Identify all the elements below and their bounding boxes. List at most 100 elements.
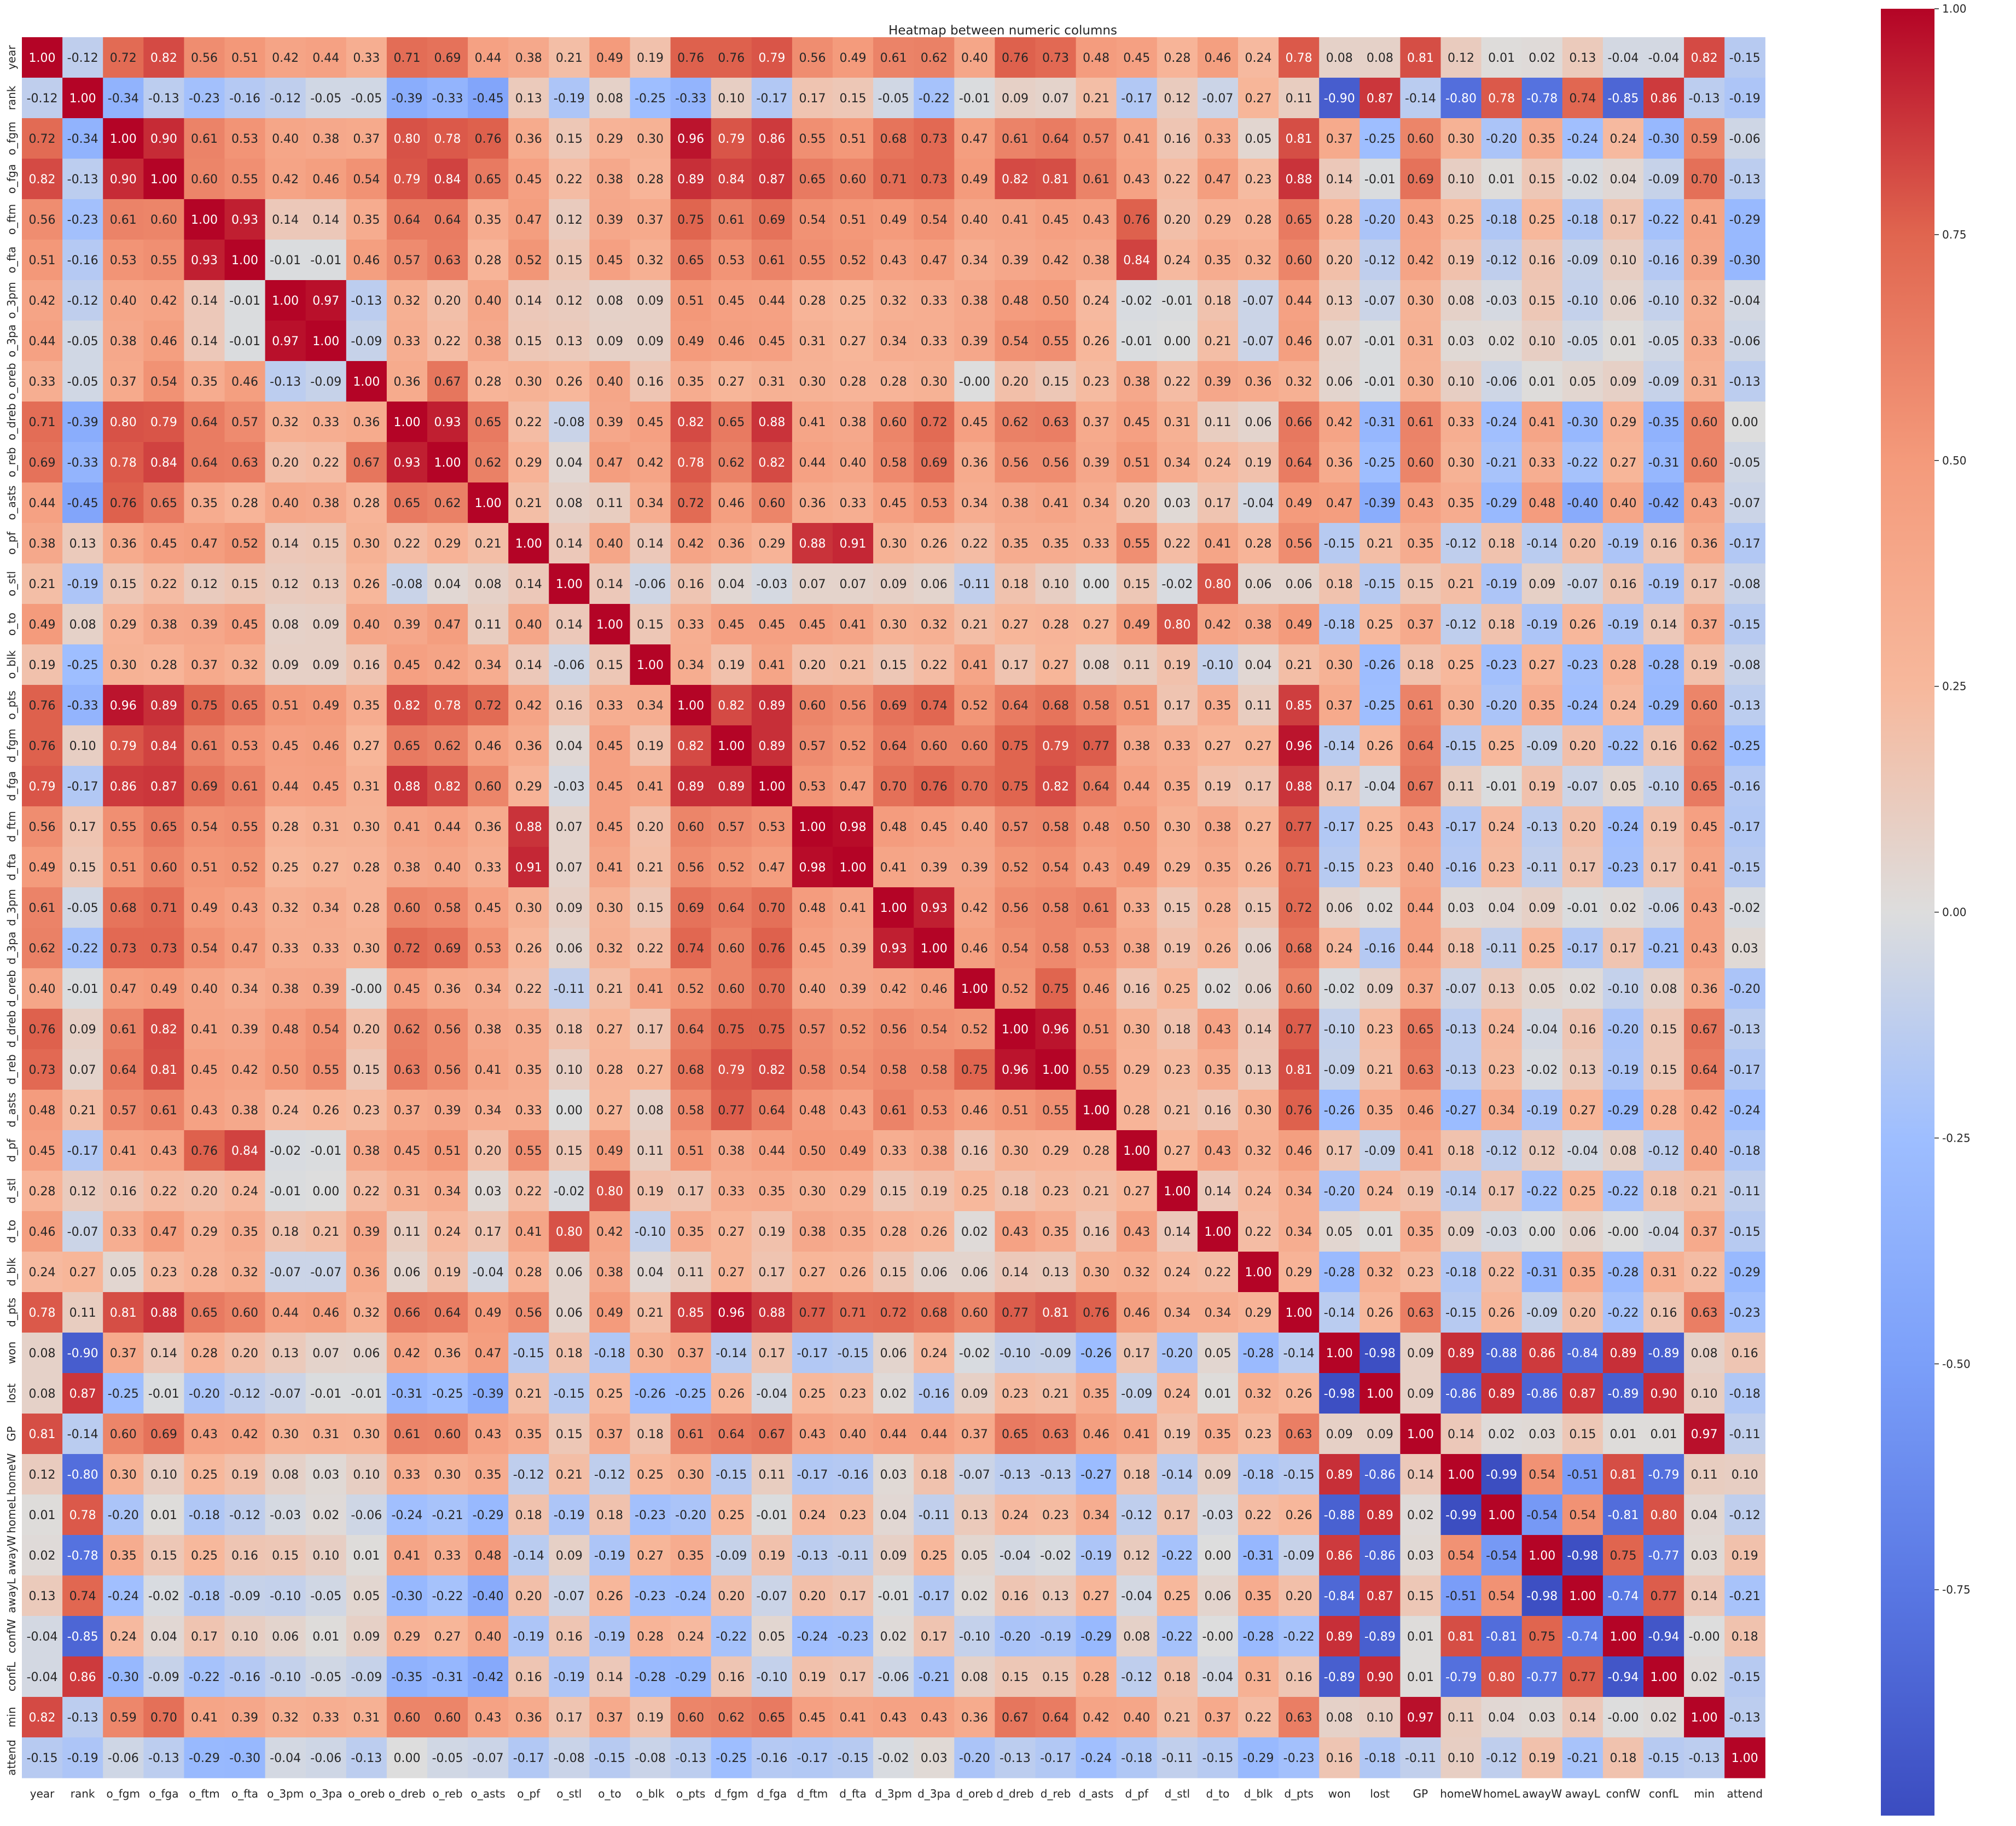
cell-value-label: 0.01: [29, 1509, 56, 1522]
cell-value-label: 0.37: [1204, 1711, 1231, 1725]
cell-value-label: 0.23: [1367, 1023, 1393, 1037]
cell-value-label: 0.56: [434, 1023, 461, 1037]
cell-value-label: -0.13: [1526, 821, 1558, 834]
cell-value-label: 0.47: [191, 537, 218, 551]
cell-value-label: 0.34: [434, 1185, 461, 1199]
heatmap-cell: [1521, 37, 1563, 78]
cell-value-label: 0.86: [758, 132, 785, 146]
cell-value-label: 0.88: [150, 1306, 177, 1320]
cell-value-label: 0.57: [1002, 821, 1029, 834]
cell-value-label: 0.45: [1123, 51, 1150, 65]
heatmap-cell: [751, 78, 793, 119]
cell-value-label: 0.28: [1204, 902, 1231, 915]
cell-value-label: 0.38: [475, 1023, 502, 1037]
cell-value-label: 0.26: [312, 1104, 339, 1118]
cell-value-label: 0.49: [191, 902, 218, 915]
cell-value-label: 0.28: [515, 1266, 542, 1280]
heatmap-cell: [1157, 118, 1198, 159]
cell-value-label: 0.79: [150, 416, 177, 429]
cell-value-label: 0.53: [799, 780, 826, 794]
cell-value-label: 0.41: [758, 659, 785, 672]
cell-value-label: 0.24: [1488, 821, 1515, 834]
cell-value-label: 0.22: [1245, 1225, 1272, 1239]
cell-value-label: -0.06: [1648, 902, 1680, 915]
heatmap-cell: [589, 280, 631, 321]
y-tick-label: homeW: [5, 1453, 18, 1496]
cell-value-label: 0.45: [29, 1144, 56, 1158]
colorbar: [1881, 9, 1934, 1816]
cell-value-label: 0.30: [1164, 821, 1190, 834]
cell-value-label: 0.48: [272, 1023, 299, 1037]
cell-value-label: -0.04: [1000, 1549, 1031, 1563]
cell-value-label: 0.43: [475, 1711, 502, 1725]
cell-value-label: 0.34: [1164, 456, 1190, 470]
cell-value-label: -0.13: [1729, 173, 1761, 187]
cell-value-label: -0.25: [67, 659, 98, 672]
cell-value-label: 0.70: [1691, 173, 1718, 187]
heatmap-cell: [711, 280, 752, 321]
cell-value-label: 0.43: [150, 1144, 177, 1158]
cell-value-label: 1.00: [596, 618, 623, 632]
cell-value-label: 0.02: [1367, 902, 1393, 915]
cell-value-label: -0.22: [432, 1590, 463, 1603]
cell-value-label: -0.42: [1648, 497, 1680, 510]
cell-value-label: 0.12: [1164, 92, 1190, 106]
cell-value-label: 0.16: [515, 1671, 542, 1684]
cell-value-label: -0.01: [229, 294, 260, 308]
cell-value-label: -0.18: [1729, 1387, 1761, 1401]
cell-value-label: 0.30: [799, 1185, 826, 1199]
cell-value-label: 0.46: [353, 254, 380, 267]
cell-value-label: 0.55: [150, 254, 177, 267]
cell-value-label: 0.45: [961, 416, 988, 429]
cell-value-label: 0.79: [393, 173, 420, 187]
heatmap-cell: [22, 199, 63, 240]
cell-value-label: 0.28: [1651, 1104, 1677, 1118]
heatmap-cell: [305, 118, 347, 159]
colorbar-tick-label: 0.25: [1942, 680, 1967, 693]
cell-value-label: -0.18: [189, 1590, 220, 1603]
y-tick-label: rank: [5, 85, 18, 110]
cell-value-label: 0.60: [961, 1306, 988, 1320]
cell-value-label: -0.12: [1364, 254, 1396, 267]
cell-value-label: 0.49: [1286, 618, 1312, 632]
cell-value-label: 0.71: [393, 51, 420, 65]
cell-value-label: 0.09: [1367, 1428, 1393, 1441]
cell-value-label: 0.93: [921, 902, 948, 915]
heatmap-cell: [751, 118, 793, 159]
cell-value-label: 1.00: [1407, 1428, 1434, 1441]
cell-value-label: 0.52: [961, 699, 988, 713]
cell-value-label: -0.86: [1364, 1549, 1396, 1563]
cell-value-label: -0.19: [67, 578, 98, 591]
cell-value-label: 0.51: [1083, 1023, 1109, 1037]
cell-value-label: 0.65: [758, 1711, 785, 1725]
cell-value-label: -0.16: [838, 1468, 869, 1482]
cell-value-label: -0.09: [351, 1671, 382, 1684]
heatmap-cell: [1076, 37, 1117, 78]
cell-value-label: 0.60: [150, 861, 177, 875]
cell-value-label: 0.05: [961, 1549, 988, 1563]
cell-value-label: 0.93: [880, 942, 907, 956]
cell-value-label: 0.49: [1123, 618, 1150, 632]
cell-value-label: 0.93: [231, 213, 258, 227]
heatmap-cell: [184, 199, 225, 240]
cell-value-label: -0.02: [878, 1752, 909, 1765]
cell-value-label: 0.09: [312, 618, 339, 632]
heatmap-cell: [1319, 37, 1360, 78]
cell-value-label: 0.45: [880, 497, 907, 510]
cell-value-label: 0.38: [272, 982, 299, 996]
cell-value-label: 0.41: [191, 1711, 218, 1725]
cell-value-label: 0.39: [840, 942, 867, 956]
cell-value-label: 0.09: [880, 578, 907, 591]
cell-value-label: 0.82: [677, 740, 704, 753]
cell-value-label: 0.32: [393, 294, 420, 308]
cell-value-label: 0.51: [272, 699, 299, 713]
cell-value-label: -0.19: [513, 1630, 544, 1644]
cell-value-label: -0.85: [67, 1630, 98, 1644]
cell-value-label: -0.20: [675, 1509, 706, 1522]
cell-value-label: 0.23: [1164, 1063, 1190, 1077]
cell-value-label: 0.75: [1002, 780, 1029, 794]
cell-value-label: -0.89: [1607, 1387, 1639, 1401]
cell-value-label: 0.56: [1002, 902, 1029, 915]
y-tick-label: lost: [5, 1383, 18, 1403]
cell-value-label: 0.76: [1286, 1104, 1312, 1118]
